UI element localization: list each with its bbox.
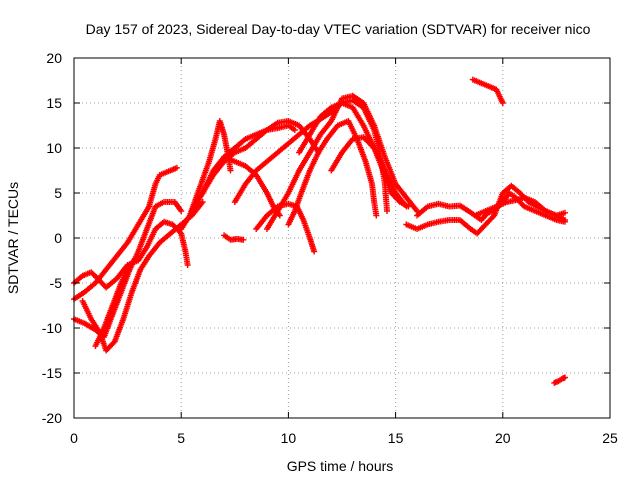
- x-tick-label: 25: [602, 430, 618, 446]
- x-tick-label: 15: [388, 430, 404, 446]
- x-axis-label: GPS time / hours: [287, 458, 394, 474]
- y-tick-label: 15: [46, 95, 62, 111]
- series-arc-u: [551, 374, 568, 386]
- y-tick-label: -10: [42, 320, 62, 336]
- data-point: [520, 202, 527, 209]
- x-tick-label: 20: [495, 430, 511, 446]
- series-arc-n: [285, 118, 380, 228]
- series-arc-e: [92, 253, 142, 349]
- data-point: [240, 236, 247, 243]
- data-point: [561, 374, 568, 381]
- data-point: [176, 229, 183, 236]
- y-tick-label: -5: [50, 275, 63, 291]
- y-tick-label: 0: [54, 230, 62, 246]
- data-point: [561, 217, 568, 223]
- data-point: [173, 164, 180, 171]
- series-arc-a: [71, 218, 191, 291]
- series-arc-s: [471, 194, 568, 223]
- data-point: [489, 213, 496, 220]
- data-point: [311, 248, 318, 255]
- y-tick-label: 10: [46, 140, 62, 156]
- data-point: [276, 212, 283, 219]
- data-point: [110, 339, 117, 346]
- y-tick-label: -20: [42, 410, 62, 426]
- data-point: [178, 208, 185, 214]
- series-arc-p: [328, 134, 410, 210]
- series-arc-l: [221, 232, 247, 243]
- x-tick-label: 5: [177, 430, 185, 446]
- data-point: [199, 199, 206, 205]
- y-tick-label: 20: [46, 50, 62, 66]
- data-point: [291, 127, 298, 133]
- series-arc-m: [253, 200, 318, 255]
- series-arc-b: [71, 164, 180, 303]
- series-arc-r: [403, 182, 568, 237]
- x-tick-label: 10: [281, 430, 297, 446]
- series-arc-k: [263, 92, 421, 232]
- axis-ticks: 0 5 10 15 20 25 -20 -15 -10 -5 0 5 10 15 20: [42, 50, 618, 446]
- series-arc-t: [469, 76, 506, 106]
- data-marks: [71, 76, 568, 386]
- data-point: [135, 253, 142, 259]
- y-axis-label: SDTVAR / TECUs: [5, 182, 21, 294]
- data-point: [184, 262, 191, 268]
- data-point: [561, 209, 568, 216]
- data-point: [373, 212, 380, 219]
- data-point: [227, 167, 234, 174]
- y-tick-label: -15: [42, 365, 62, 381]
- chart-title: Day 157 of 2023, Sidereal Day-to-day VTE…: [86, 21, 591, 37]
- data-point: [403, 203, 410, 210]
- grid-lines: [74, 58, 610, 418]
- y-tick-label: 5: [54, 185, 62, 201]
- data-point: [499, 100, 506, 106]
- x-tick-label: 0: [70, 430, 78, 446]
- series-arc-f: [178, 118, 234, 232]
- data-point: [384, 208, 391, 214]
- data-point: [134, 254, 141, 261]
- series-arc-d: [79, 199, 206, 354]
